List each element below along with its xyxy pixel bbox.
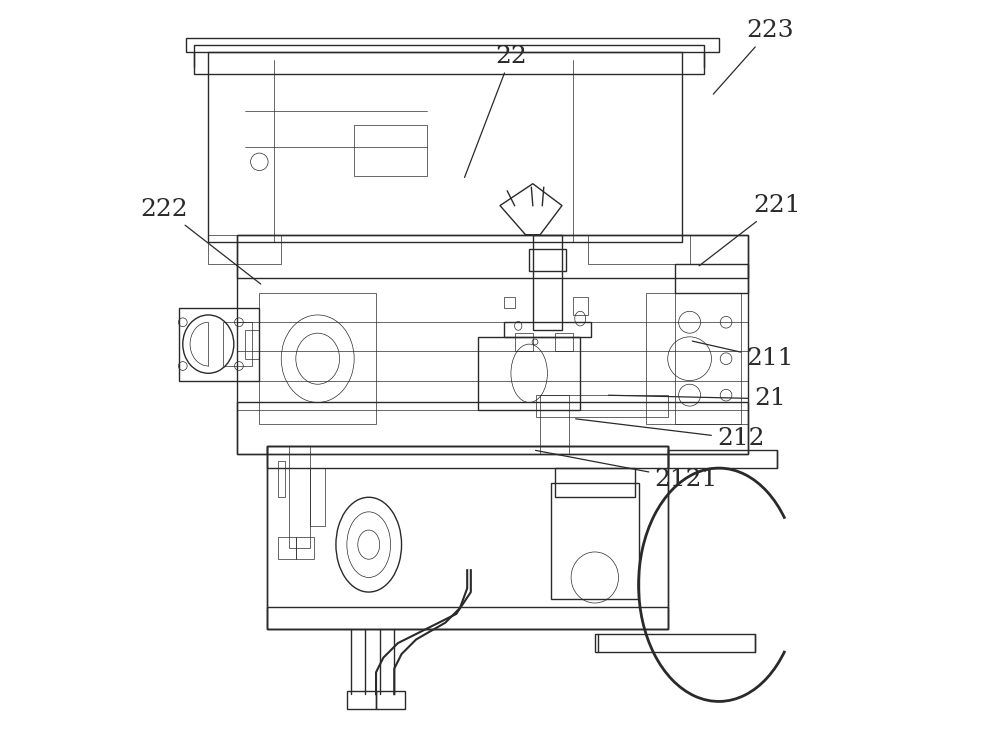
Bar: [267, 607, 668, 629]
Bar: [646, 293, 741, 425]
Bar: [310, 468, 325, 526]
Text: 22: 22: [465, 45, 527, 177]
Text: 21: 21: [609, 387, 786, 411]
Bar: [668, 450, 777, 468]
Bar: [551, 482, 639, 600]
Bar: [289, 447, 310, 548]
Bar: [504, 322, 591, 337]
Bar: [533, 235, 562, 329]
Bar: [347, 690, 376, 709]
Bar: [354, 125, 427, 176]
Bar: [237, 403, 748, 454]
Bar: [536, 395, 668, 417]
Bar: [278, 461, 285, 497]
Bar: [267, 447, 668, 629]
Text: 2121: 2121: [536, 450, 718, 490]
Bar: [555, 333, 573, 351]
Bar: [675, 264, 748, 293]
Bar: [573, 296, 588, 315]
Bar: [376, 690, 405, 709]
Bar: [179, 307, 259, 381]
Bar: [208, 235, 281, 264]
Bar: [588, 235, 690, 264]
Bar: [194, 45, 704, 75]
Bar: [595, 634, 755, 652]
Text: 223: 223: [713, 19, 794, 94]
Bar: [267, 447, 668, 629]
Bar: [478, 337, 580, 410]
Bar: [675, 264, 748, 425]
Bar: [223, 322, 252, 366]
Bar: [504, 296, 515, 307]
Text: 222: 222: [141, 198, 261, 284]
Bar: [245, 329, 259, 359]
Bar: [237, 235, 748, 454]
Text: 221: 221: [699, 194, 801, 266]
Bar: [296, 537, 314, 559]
Text: 211: 211: [692, 341, 793, 370]
Bar: [278, 537, 296, 559]
Bar: [540, 395, 569, 454]
Bar: [555, 468, 635, 497]
Bar: [237, 235, 748, 278]
Bar: [186, 38, 719, 53]
Text: 212: 212: [576, 419, 764, 450]
Bar: [208, 53, 682, 242]
Bar: [515, 333, 533, 351]
Bar: [529, 250, 566, 271]
Bar: [267, 447, 668, 468]
Bar: [259, 293, 376, 425]
